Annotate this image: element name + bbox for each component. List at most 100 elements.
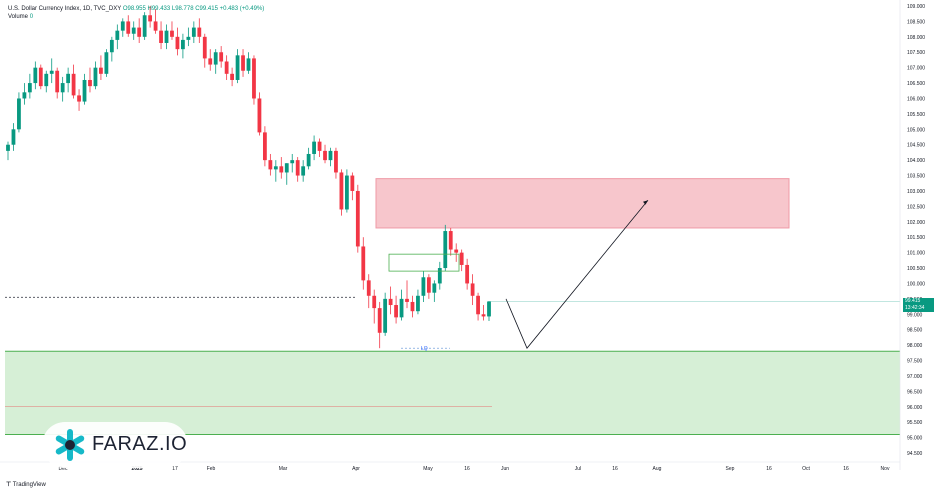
candle xyxy=(399,289,404,321)
candle xyxy=(295,157,300,182)
candle-body xyxy=(328,150,333,161)
candle xyxy=(317,138,322,158)
candle-body xyxy=(22,92,27,99)
y-tick-label: 107.000 xyxy=(907,66,925,72)
y-tick-label: 106.000 xyxy=(907,96,925,102)
candle-body xyxy=(202,36,207,59)
candle-body xyxy=(350,175,355,191)
candle-body xyxy=(131,27,136,34)
candle xyxy=(437,261,442,290)
candle xyxy=(17,92,21,133)
y-tick-label: 97.000 xyxy=(907,374,923,380)
candle-body xyxy=(230,73,235,80)
x-tick-label: 16 xyxy=(766,466,772,472)
candle-body xyxy=(334,150,338,173)
candle xyxy=(27,73,32,99)
demand-zone xyxy=(5,351,900,435)
x-tick-label: Aug xyxy=(653,466,662,472)
y-tick-label: 99.000 xyxy=(907,312,923,318)
candle-body xyxy=(295,160,300,176)
candle xyxy=(71,64,76,99)
candle xyxy=(301,160,306,182)
candle xyxy=(219,46,224,68)
candle-body xyxy=(388,298,393,306)
x-tick-label: Dec xyxy=(59,466,68,472)
candle-body xyxy=(191,27,196,37)
ohlc-readout: O98.955 H99.433 L98.778 C99.415 +0.483 (… xyxy=(122,6,265,12)
y-tick-label: 106.500 xyxy=(907,81,925,87)
candle-body xyxy=(99,67,103,74)
candle-body xyxy=(213,52,218,65)
candle xyxy=(33,61,38,90)
candle xyxy=(459,249,464,272)
candle xyxy=(213,49,218,74)
candle xyxy=(88,67,92,93)
x-tick-label: 16 xyxy=(843,466,849,472)
candle xyxy=(6,141,10,161)
y-tick-label: 103.000 xyxy=(907,189,925,195)
candle xyxy=(476,292,480,321)
candle-body xyxy=(481,314,486,317)
candle xyxy=(224,55,229,80)
candle xyxy=(421,271,426,302)
candle-body xyxy=(344,175,349,210)
candle xyxy=(312,135,316,161)
liquidity-label: LQ xyxy=(421,346,428,352)
candle xyxy=(115,24,120,50)
y-tick-label: 108.500 xyxy=(907,19,925,25)
y-tick-label: 100.000 xyxy=(907,281,925,287)
candle-body xyxy=(159,30,163,43)
candle xyxy=(465,258,470,290)
candle xyxy=(257,92,262,136)
candle xyxy=(230,67,235,87)
candle-body xyxy=(6,144,10,151)
x-tick-label: Jun xyxy=(501,466,509,472)
candle xyxy=(191,21,196,43)
candle xyxy=(137,18,142,43)
candle-body xyxy=(465,264,470,284)
candle xyxy=(104,49,109,77)
candle xyxy=(82,73,87,105)
supply-zone xyxy=(375,178,790,229)
y-tick-label: 108.000 xyxy=(907,35,925,41)
y-tick-label: 97.500 xyxy=(907,359,923,365)
y-tick-label: 105.000 xyxy=(907,127,925,133)
candle xyxy=(481,305,486,321)
candle-body xyxy=(339,172,344,210)
candle-body xyxy=(93,67,98,87)
candle-body xyxy=(443,231,448,269)
candle xyxy=(470,274,475,306)
candle xyxy=(334,147,338,179)
volume-label: Volume xyxy=(8,14,29,20)
volume-header: Volume 0 xyxy=(8,14,33,20)
x-tick-label: May xyxy=(423,466,433,472)
candle xyxy=(120,18,125,37)
candle-body xyxy=(284,163,289,173)
candle xyxy=(49,58,54,84)
candle-body xyxy=(317,141,322,151)
symbol-header: U.S. Dollar Currency Index, 1D, TVC_DXY … xyxy=(8,6,264,12)
candle xyxy=(38,64,43,90)
candle-body xyxy=(49,70,54,74)
candle xyxy=(44,70,49,93)
candle-body xyxy=(60,83,65,93)
candle xyxy=(126,15,131,37)
x-tick-label: Nov xyxy=(881,466,890,472)
candle-body xyxy=(175,36,180,50)
y-tick-label: 103.500 xyxy=(907,174,925,180)
tradingview-credit[interactable]: ⊤ TradingView xyxy=(6,481,46,488)
candle xyxy=(410,295,415,318)
candle-body xyxy=(241,55,245,71)
candle-body xyxy=(399,298,404,318)
candle-body xyxy=(170,30,174,37)
candle-body xyxy=(77,95,81,102)
current-price-badge: 99.415 13:42:34 xyxy=(903,298,934,312)
candle-body xyxy=(426,277,431,293)
candle-body xyxy=(366,280,371,296)
candle-body xyxy=(66,73,71,84)
candle-body xyxy=(148,15,153,22)
candle-body xyxy=(11,129,16,145)
candle-body xyxy=(312,141,316,154)
